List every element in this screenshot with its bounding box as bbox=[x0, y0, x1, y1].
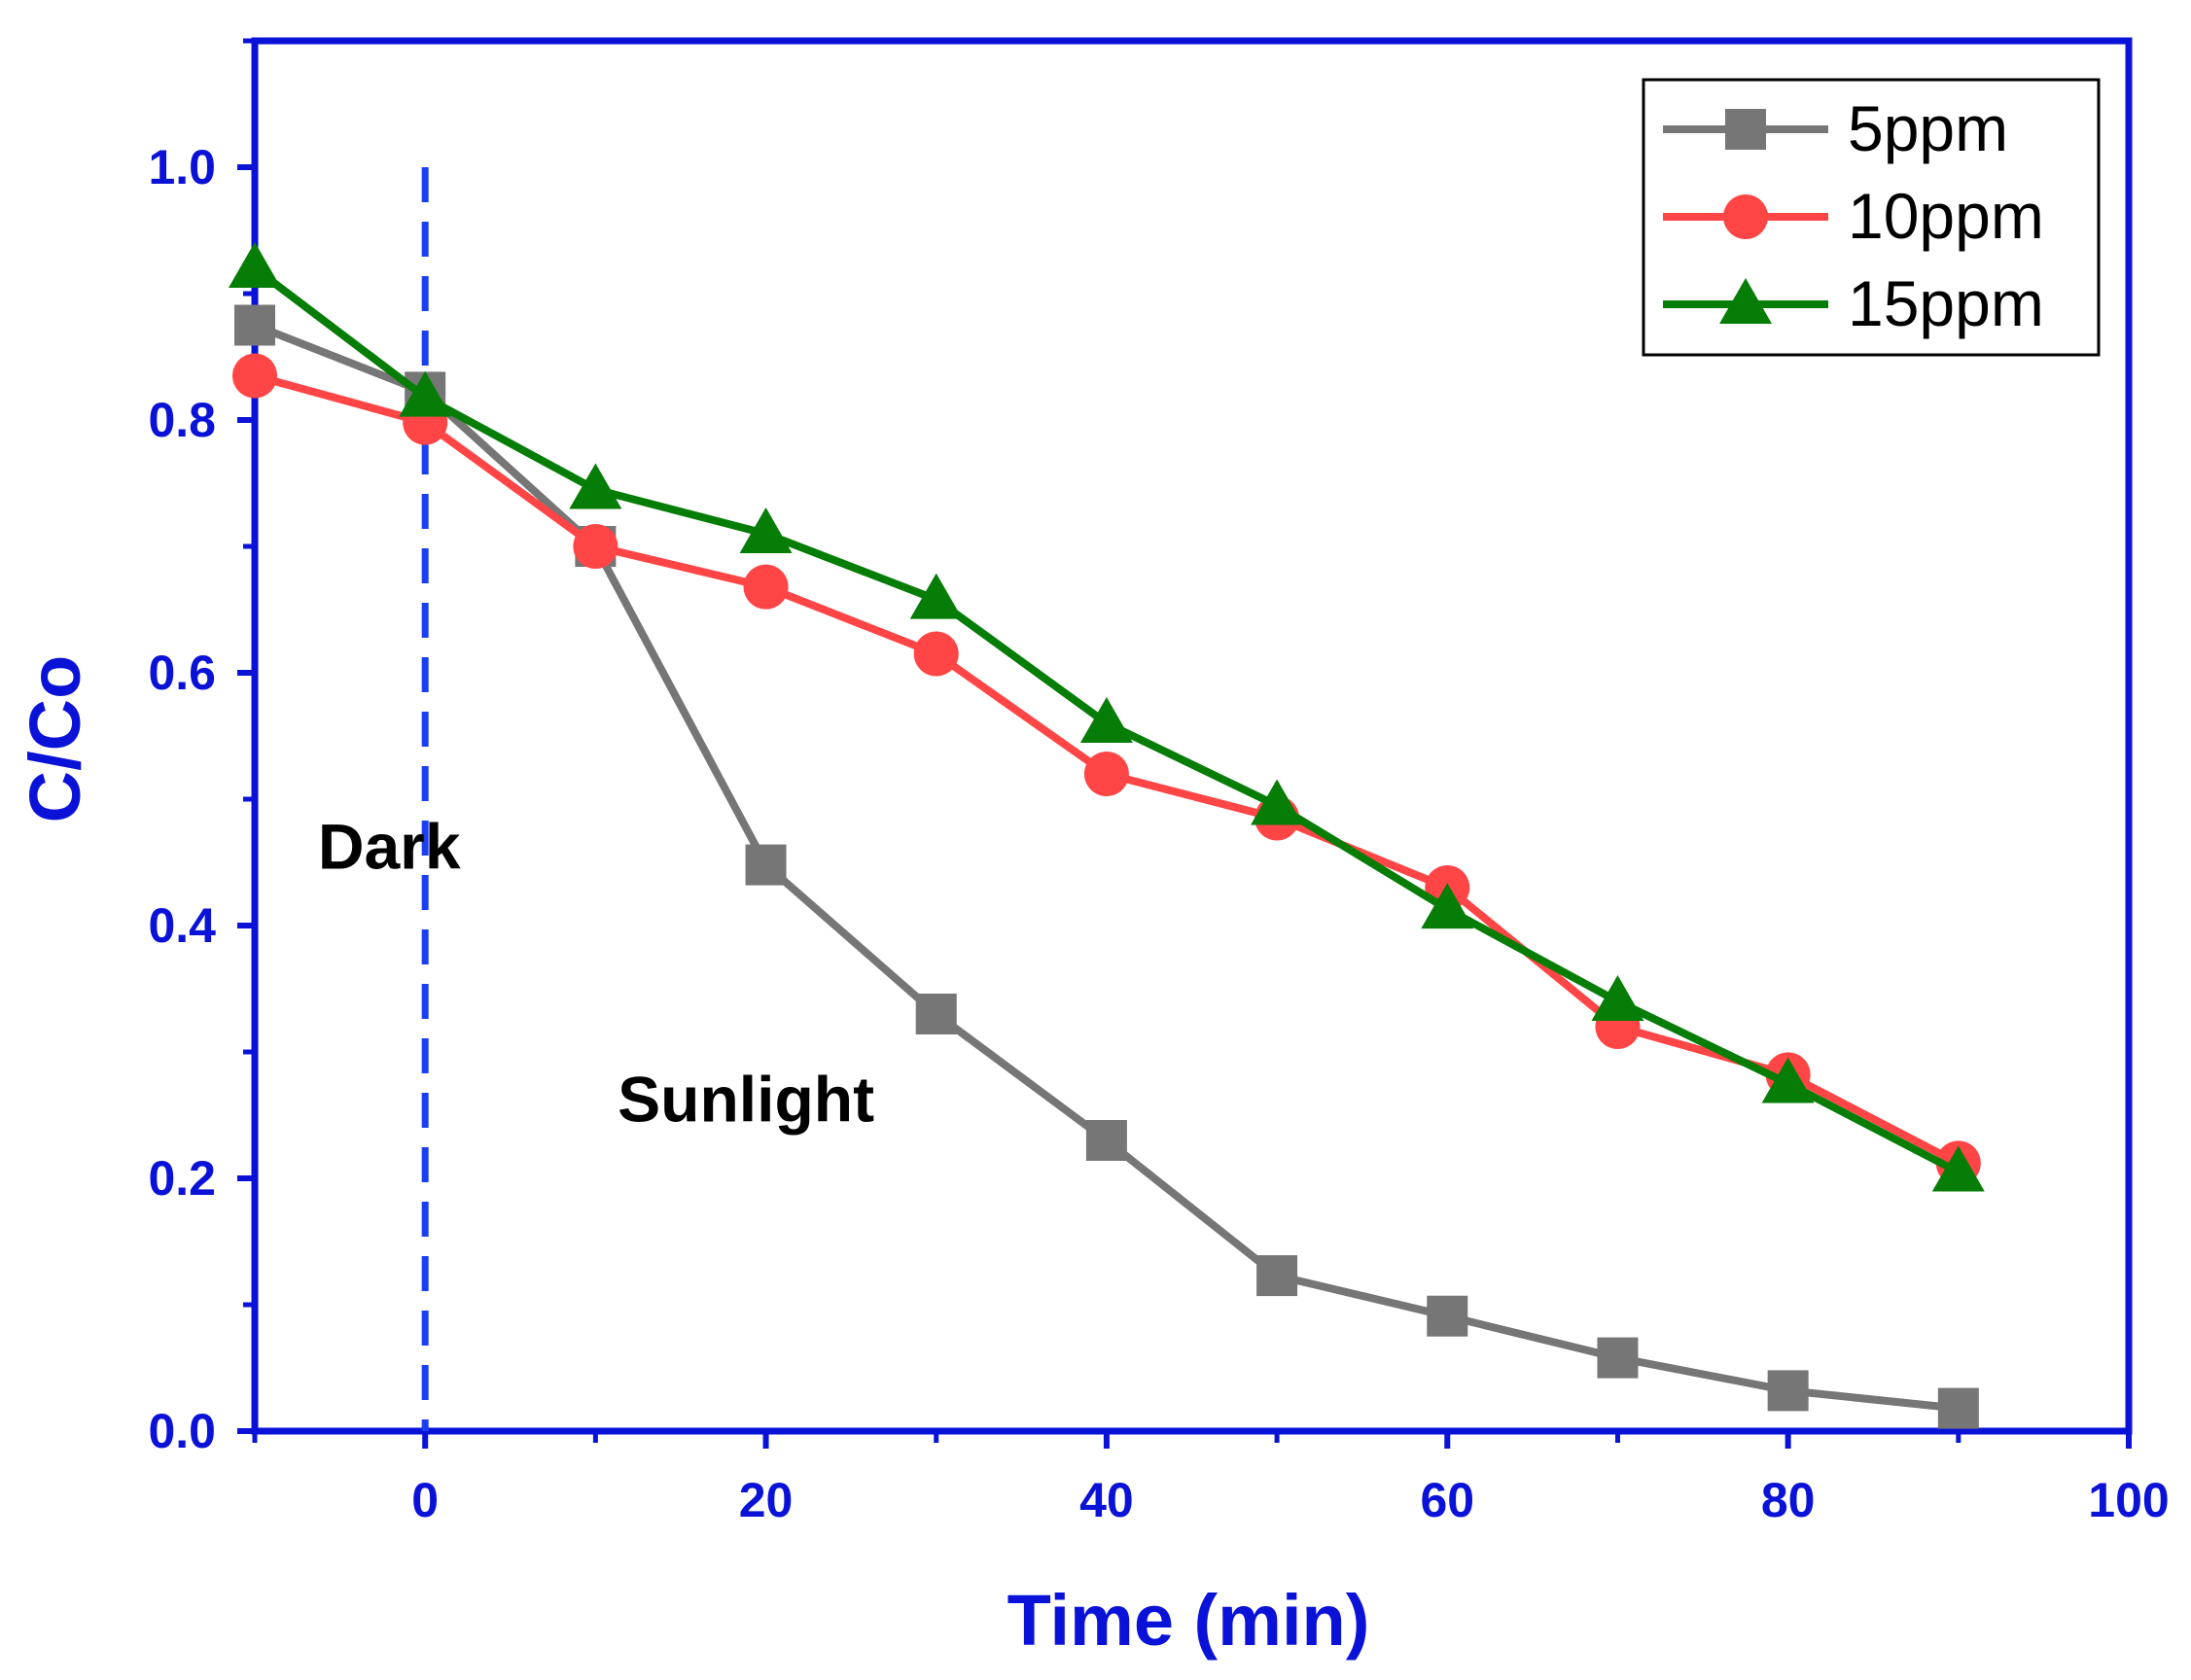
data-point-15ppm bbox=[399, 370, 452, 417]
y-tick-label: 1.0 bbox=[148, 140, 216, 194]
data-point-15ppm bbox=[739, 508, 793, 553]
annotations: Dark Sunlight bbox=[318, 811, 874, 1136]
plot-frame bbox=[251, 37, 2133, 1435]
y-tick-label: 0.2 bbox=[148, 1151, 216, 1206]
data-point-15ppm bbox=[909, 573, 963, 619]
data-point-5ppm bbox=[1767, 1370, 1809, 1412]
data-point-10ppm bbox=[1083, 752, 1129, 796]
x-tick-label: 80 bbox=[1761, 1473, 1816, 1527]
x-tick-label: 0 bbox=[411, 1473, 439, 1527]
legend-marker-15ppm bbox=[1719, 278, 1772, 324]
data-point-5ppm bbox=[915, 994, 957, 1034]
data-point-15ppm bbox=[229, 242, 281, 288]
x-tick-label: 20 bbox=[739, 1473, 794, 1527]
legend-label-15ppm: 15ppm bbox=[1848, 267, 2044, 339]
y-tick-label: 0.4 bbox=[148, 898, 216, 953]
legend-label-5ppm: 5ppm bbox=[1848, 92, 2008, 164]
legend-label-10ppm: 10ppm bbox=[1848, 180, 2044, 252]
x-tick-label: 60 bbox=[1420, 1473, 1474, 1527]
data-point-15ppm bbox=[1079, 697, 1133, 743]
axis-ticks: 0 20 40 60 80 100 0.0 0.2 0.4 0.6 0.8 1.0 bbox=[148, 38, 2170, 1527]
series-layer bbox=[229, 242, 1985, 1429]
plot-border bbox=[251, 37, 2133, 1435]
y-axis-title: C/Co bbox=[15, 655, 95, 823]
legend: 5ppm 10ppm 15ppm bbox=[1642, 78, 2101, 357]
legend-marker-10ppm bbox=[1723, 194, 1768, 239]
data-point-15ppm bbox=[569, 463, 622, 509]
data-point-15ppm bbox=[1421, 883, 1474, 929]
data-point-5ppm bbox=[1597, 1337, 1639, 1379]
y-tick-label: 0.8 bbox=[148, 393, 216, 447]
data-point-15ppm bbox=[1761, 1057, 1815, 1103]
data-point-10ppm bbox=[232, 353, 277, 399]
data-point-10ppm bbox=[743, 564, 789, 610]
annotation-sunlight: Sunlight bbox=[618, 1064, 874, 1136]
data-point-5ppm bbox=[1427, 1295, 1468, 1337]
y-tick-label: 0.0 bbox=[148, 1404, 216, 1458]
data-point-5ppm bbox=[1256, 1255, 1298, 1297]
data-point-15ppm bbox=[1251, 779, 1304, 825]
series-15ppm bbox=[229, 242, 1985, 1192]
data-point-10ppm bbox=[913, 631, 959, 677]
annotation-dark: Dark bbox=[318, 811, 461, 883]
y-tick-label: 0.6 bbox=[148, 646, 216, 700]
x-axis-title: Time (min) bbox=[1007, 1580, 1370, 1661]
data-point-10ppm bbox=[573, 524, 618, 569]
data-point-15ppm bbox=[1931, 1145, 1985, 1192]
data-point-5ppm bbox=[1085, 1120, 1127, 1161]
legend-marker-5ppm bbox=[1725, 109, 1766, 150]
x-tick-label: 40 bbox=[1079, 1473, 1134, 1527]
data-point-5ppm bbox=[234, 304, 275, 346]
data-point-5ppm bbox=[745, 844, 787, 886]
data-point-5ppm bbox=[1937, 1387, 1979, 1429]
data-point-15ppm bbox=[1591, 975, 1644, 1021]
x-tick-label: 100 bbox=[2088, 1473, 2169, 1527]
